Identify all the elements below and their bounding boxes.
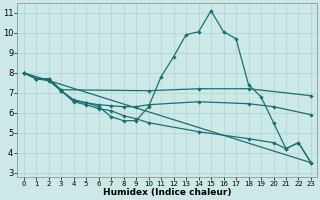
X-axis label: Humidex (Indice chaleur): Humidex (Indice chaleur) <box>103 188 232 197</box>
